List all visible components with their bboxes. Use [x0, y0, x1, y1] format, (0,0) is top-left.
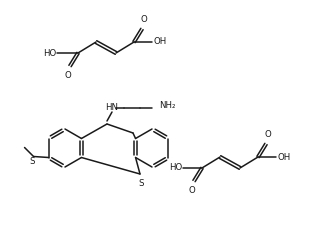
Text: HO: HO — [169, 164, 182, 173]
Text: HN: HN — [106, 104, 119, 113]
Text: NH₂: NH₂ — [159, 101, 176, 110]
Text: OH: OH — [278, 152, 291, 161]
Text: O: O — [265, 130, 271, 139]
Text: HO: HO — [43, 49, 56, 58]
Text: O: O — [65, 71, 71, 80]
Text: O: O — [141, 15, 147, 24]
Text: OH: OH — [154, 38, 167, 46]
Text: S: S — [138, 179, 144, 188]
Text: O: O — [189, 186, 195, 195]
Text: S: S — [30, 157, 35, 167]
